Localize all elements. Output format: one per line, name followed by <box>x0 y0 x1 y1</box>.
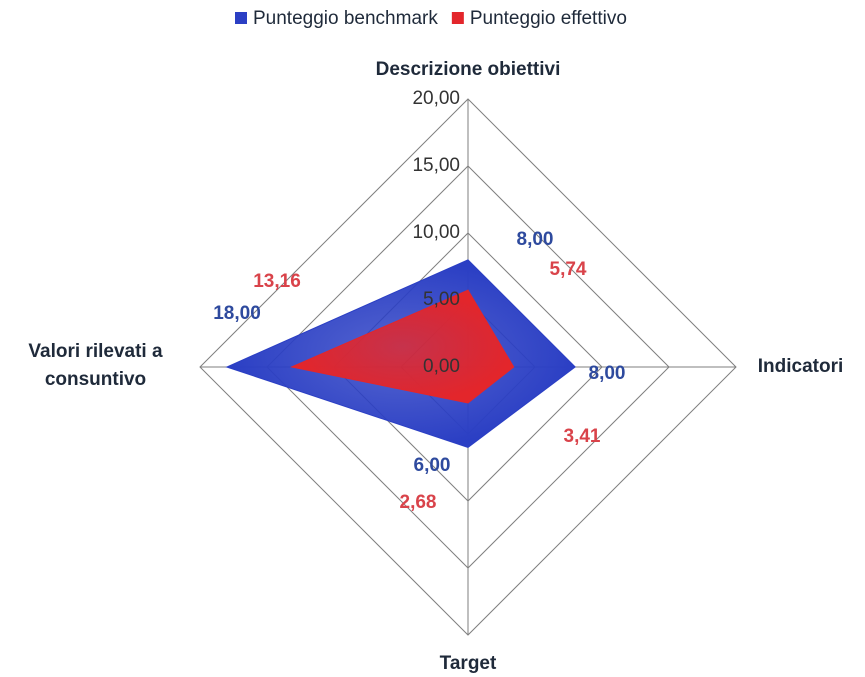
legend-label: Punteggio effettivo <box>470 8 627 29</box>
tick-label: 15,00 <box>412 155 460 176</box>
tick-label: 10,00 <box>412 222 460 243</box>
legend-swatch <box>235 12 247 24</box>
value-label: 8,00 <box>589 363 626 384</box>
series-area <box>290 289 515 404</box>
value-label: 6,00 <box>414 455 451 476</box>
axis-label: Descrizione obiettivi <box>375 59 561 80</box>
value-label: 3,41 <box>564 426 601 447</box>
axis-label: Valori rilevati a consuntivo <box>28 341 163 390</box>
value-label: 13,16 <box>253 271 301 292</box>
value-label: 8,00 <box>517 229 554 250</box>
value-label: 18,00 <box>213 303 261 324</box>
legend-swatch <box>451 12 464 24</box>
tick-label: 5,00 <box>423 289 460 310</box>
axis-label: Indicatori <box>757 356 844 377</box>
value-label: 2,68 <box>400 492 437 513</box>
axis-label: Target <box>439 653 497 674</box>
tick-label: 0,00 <box>423 356 460 377</box>
legend-label: Punteggio benchmark <box>253 8 438 29</box>
value-label: 5,74 <box>550 259 587 280</box>
tick-label: 20,00 <box>412 88 460 109</box>
